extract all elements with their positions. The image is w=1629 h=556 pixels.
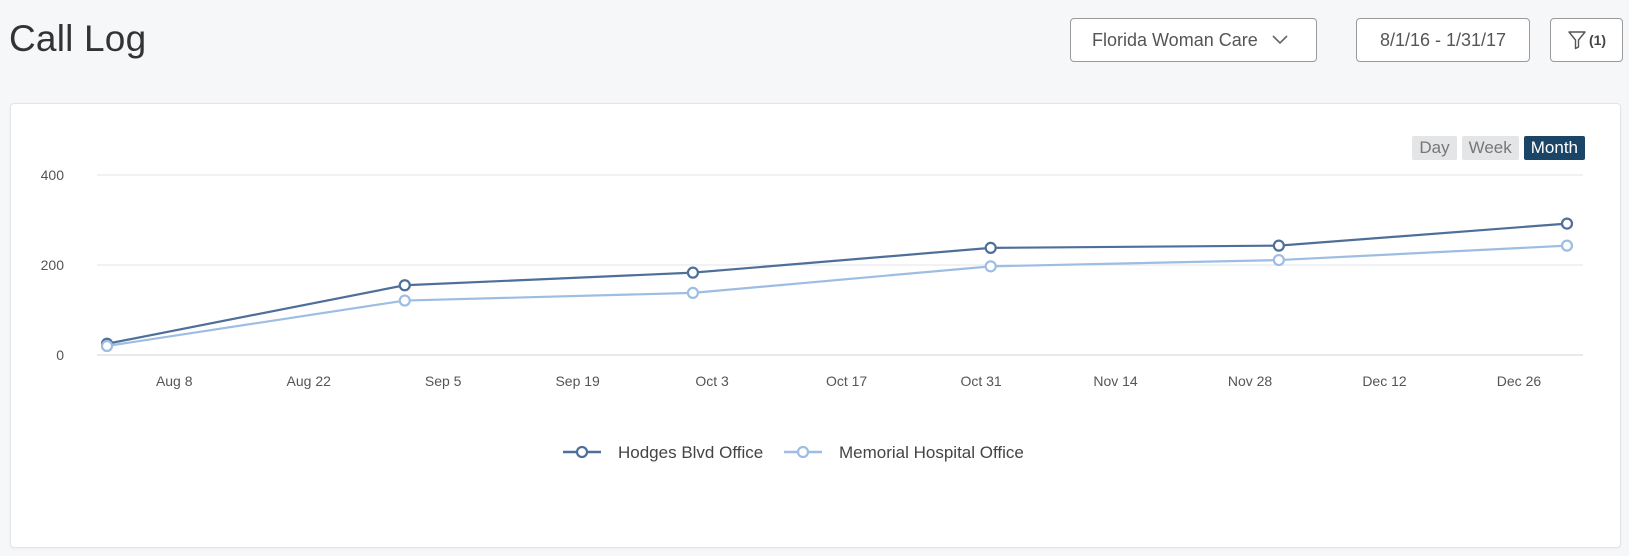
data-point [400, 296, 410, 306]
x-tick-label: Sep 19 [555, 373, 600, 389]
y-tick-label: 0 [56, 347, 64, 363]
page-title: Call Log [9, 18, 146, 60]
filter-icon [1567, 30, 1587, 50]
x-tick-label: Aug 8 [156, 373, 193, 389]
data-point [1274, 255, 1284, 265]
x-tick-label: Dec 26 [1497, 373, 1542, 389]
practice-select[interactable]: Florida Woman Care [1070, 18, 1317, 62]
y-tick-label: 400 [41, 167, 65, 183]
chart-card: Day Week Month 0 200 400 Aug 8 Aug 22 Sep 5 Se… [10, 103, 1621, 548]
x-tick-label: Oct 31 [960, 373, 1001, 389]
data-point [986, 243, 996, 253]
legend-swatch-marker [798, 447, 808, 457]
data-point [102, 341, 112, 351]
date-range-button[interactable]: 8/1/16 - 1/31/17 [1356, 18, 1530, 62]
y-tick-label: 200 [41, 257, 65, 273]
call-log-chart: 0 200 400 Aug 8 Aug 22 Sep 5 Sep 19 Oct 3 Oct 17… [11, 104, 1620, 547]
legend-label: Hodges Blvd Office [618, 443, 763, 462]
x-tick-label: Dec 12 [1362, 373, 1407, 389]
x-tick-label: Sep 5 [425, 373, 462, 389]
x-tick-label: Oct 17 [826, 373, 867, 389]
x-tick-label: Nov 28 [1228, 373, 1273, 389]
practice-select-value: Florida Woman Care [1092, 30, 1258, 51]
date-range-label: 8/1/16 - 1/31/17 [1380, 30, 1506, 51]
filter-button[interactable]: (1) [1550, 18, 1623, 62]
legend-label: Memorial Hospital Office [839, 443, 1024, 462]
data-point [1562, 219, 1572, 229]
data-point [986, 261, 996, 271]
data-point [400, 280, 410, 290]
chevron-down-icon [1272, 35, 1288, 45]
data-point [688, 288, 698, 298]
legend-swatch-marker [577, 447, 587, 457]
data-point [688, 268, 698, 278]
x-tick-label: Oct 3 [695, 373, 729, 389]
series-line [107, 224, 1567, 344]
x-tick-label: Nov 14 [1093, 373, 1138, 389]
x-tick-label: Aug 22 [287, 373, 332, 389]
filter-count: (1) [1589, 32, 1606, 48]
data-point [1562, 241, 1572, 251]
data-point [1274, 241, 1284, 251]
